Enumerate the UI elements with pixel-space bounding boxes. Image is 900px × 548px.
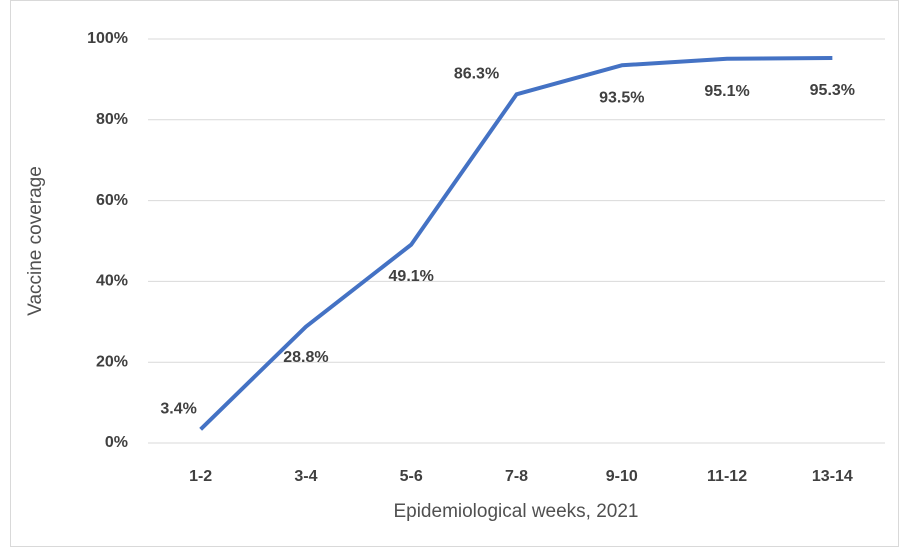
x-tick-label: 13-14	[812, 468, 853, 485]
x-tick-label: 3-4	[294, 468, 317, 485]
chart-frame	[10, 0, 899, 547]
x-tick-label: 9-10	[606, 468, 638, 485]
data-label: 95.3%	[810, 82, 855, 99]
y-tick-label: 80%	[96, 111, 128, 128]
data-label: 86.3%	[454, 66, 499, 83]
y-tick-label: 0%	[105, 434, 128, 451]
y-tick-label: 60%	[96, 192, 128, 209]
x-tick-label: 1-2	[189, 468, 212, 485]
y-tick-label: 40%	[96, 273, 128, 290]
x-tick-label: 11-12	[707, 468, 747, 485]
y-axis-title: Vaccine coverage	[25, 166, 46, 316]
data-label: 49.1%	[389, 268, 434, 285]
x-tick-label: 7-8	[505, 468, 528, 485]
x-axis-title: Epidemiological weeks, 2021	[393, 501, 638, 522]
data-label: 93.5%	[599, 89, 644, 106]
data-label: 95.1%	[704, 83, 749, 100]
y-tick-label: 100%	[87, 30, 128, 47]
y-tick-label: 20%	[96, 353, 128, 370]
x-tick-label: 5-6	[400, 468, 423, 485]
line	[199, 55, 833, 431]
data-label: 28.8%	[283, 349, 328, 366]
data-label: 3.4%	[160, 400, 196, 417]
